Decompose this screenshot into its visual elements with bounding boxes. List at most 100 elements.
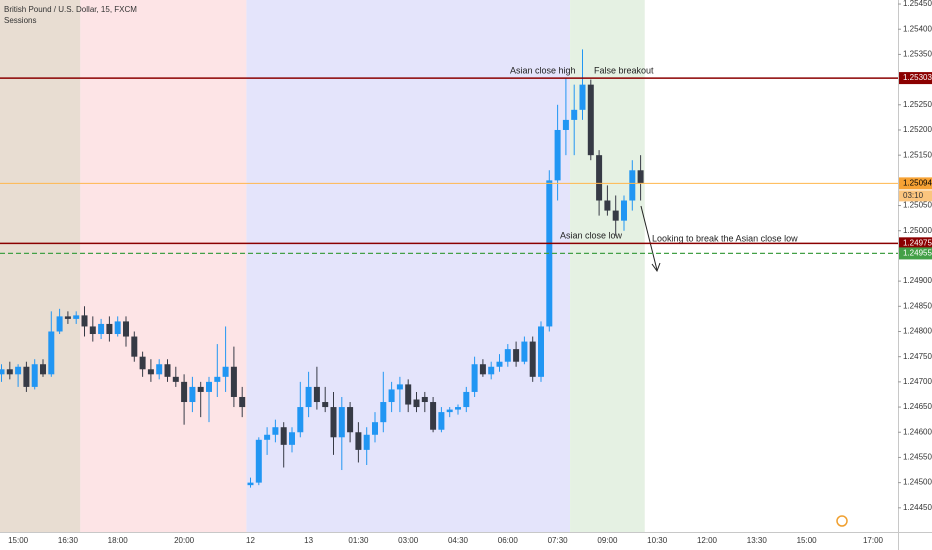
candle-body [272, 427, 279, 435]
candle-body [529, 341, 536, 377]
price-tag [899, 72, 932, 85]
candle-body [471, 364, 478, 392]
price-tag-label: 1.25094 [903, 178, 932, 187]
y-tick-label: 1.24450 [903, 503, 932, 512]
countdown-tag [899, 190, 932, 202]
x-tick-label: 13:30 [747, 536, 768, 545]
session-london [80, 0, 247, 532]
y-tick-label: 1.25250 [903, 100, 932, 109]
candle-body [40, 364, 46, 375]
candle-body [604, 200, 611, 211]
candle-body [89, 326, 96, 335]
candle-body [355, 432, 362, 450]
candle-body [521, 341, 528, 362]
session-asia-2 [570, 0, 645, 532]
candle-body [338, 407, 345, 438]
y-tick-label: 1.24650 [903, 402, 932, 411]
candle-body [172, 376, 179, 382]
y-tick-label: 1.24700 [903, 377, 932, 386]
x-tick-label: 04:30 [448, 536, 469, 545]
candle-body [421, 396, 428, 403]
candle-body [629, 170, 636, 201]
candle-body [139, 356, 146, 370]
candle-body [455, 407, 461, 410]
price-tag-label: 1.24975 [903, 238, 932, 247]
x-tick-label: 01:30 [348, 536, 369, 545]
candle-body [363, 434, 370, 450]
x-tick-label: 03:00 [398, 536, 419, 545]
y-tick-label: 1.25450 [903, 0, 932, 8]
y-tick-label: 1.24750 [903, 352, 932, 361]
candle-body [156, 364, 163, 375]
candle-body [56, 316, 63, 332]
y-tick-label: 1.24800 [903, 327, 932, 336]
x-tick-label: 15:00 [797, 536, 818, 545]
candle-body [289, 432, 295, 445]
candle-body [147, 369, 154, 375]
y-tick-label: 1.25000 [903, 226, 932, 235]
chart-title: British Pound / U.S. Dollar, 15, FXCM [4, 5, 137, 14]
y-tick-label: 1.25050 [903, 201, 932, 210]
sessions [0, 0, 645, 532]
candle-body [612, 210, 619, 221]
candle-body [413, 399, 420, 408]
candle-body [197, 386, 204, 392]
candle-body [255, 439, 262, 483]
candle-body [31, 364, 38, 387]
candle-body [6, 369, 13, 375]
x-tick-label: 12:00 [697, 536, 718, 545]
candle-body [189, 386, 196, 403]
countdown: 03:10 [903, 191, 924, 200]
candle-body [206, 381, 212, 392]
candle-body [264, 434, 271, 440]
annotation: Looking to break the Asian close low [652, 233, 798, 243]
candle-body [562, 119, 569, 130]
candle-body [305, 386, 312, 408]
candle-body [297, 407, 304, 433]
candle-body [637, 170, 644, 184]
y-tick-label: 1.25150 [903, 150, 932, 159]
candle-body [538, 326, 544, 377]
candle-body [463, 391, 470, 408]
candle-body [15, 366, 22, 375]
annotation: Asian close high [510, 65, 576, 75]
y-tick-label: 1.25400 [903, 24, 932, 33]
candle-body [322, 402, 329, 408]
candle-body [405, 384, 412, 405]
candle-body [73, 315, 80, 319]
x-tick-label: 20:00 [174, 536, 195, 545]
candle-body [446, 409, 453, 413]
price-tag [899, 237, 932, 250]
candle-body [239, 396, 246, 408]
candle-body [546, 180, 553, 327]
x-tick-label: 17:00 [863, 536, 884, 545]
candle-body [131, 336, 138, 357]
price-tag [899, 247, 932, 260]
candle-body [380, 402, 387, 423]
candle-body [214, 376, 221, 382]
candle-body [330, 407, 337, 438]
logo-icon [836, 515, 848, 527]
x-tick-label: 13 [304, 536, 313, 545]
arrow-line [640, 205, 658, 271]
candle-body [388, 389, 395, 403]
x-tick-label: 15:00 [8, 536, 29, 545]
candle-body [479, 364, 486, 375]
logo [836, 515, 848, 527]
candle-body [81, 315, 88, 327]
candle-body [164, 364, 171, 377]
x-tick-label: 18:00 [108, 536, 129, 545]
candle-body [181, 381, 188, 403]
candle-body [430, 402, 437, 430]
candle-body [247, 482, 254, 486]
x-tick-label: 06:00 [498, 536, 519, 545]
y-tick-label: 1.24900 [903, 276, 932, 285]
candle-body [64, 316, 71, 319]
x-tick-label: 10:30 [647, 536, 668, 545]
price-tag [899, 177, 932, 190]
y-tick-label: 1.24500 [903, 478, 932, 487]
candle-body [98, 323, 105, 335]
y-tick-label: 1.24550 [903, 453, 932, 462]
indicator-name: Sessions [4, 16, 36, 25]
